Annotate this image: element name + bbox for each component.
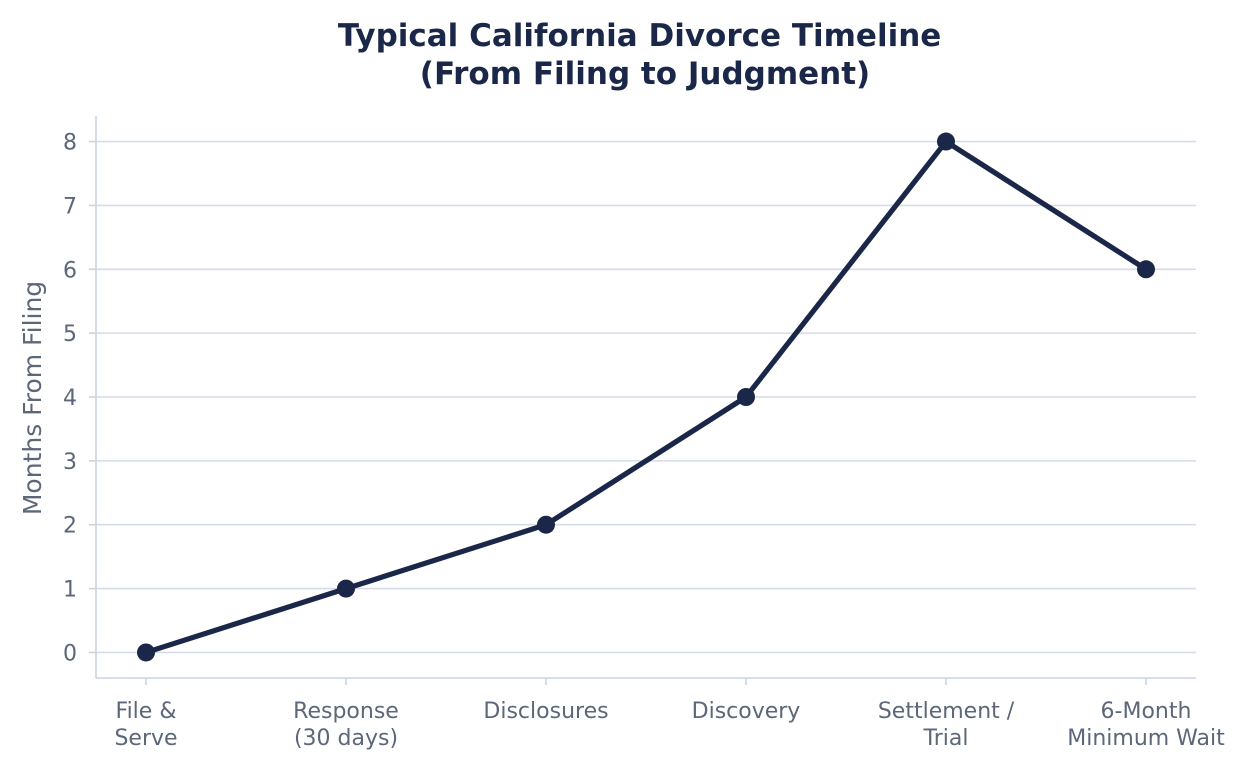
- x-tick-label-line: Disclosures: [483, 699, 608, 724]
- x-tick-label-line: (30 days): [294, 726, 398, 751]
- data-point: [1137, 260, 1155, 279]
- data-point: [137, 643, 155, 662]
- y-tick-label: 6: [63, 258, 77, 283]
- y-tick-label: 4: [63, 386, 77, 411]
- x-tick-label-line: Settlement /: [878, 699, 1015, 724]
- axes: [89, 116, 1196, 685]
- x-tick-label: File & Serve: [114, 699, 177, 751]
- grid-lines: [96, 140, 1196, 654]
- data-point: [537, 515, 555, 534]
- chart-title-line-1: Typical California Divorce Timeline: [338, 18, 941, 54]
- x-tick-label: Settlement / Trial: [878, 699, 1015, 751]
- y-tick-label: 1: [63, 578, 77, 603]
- series-line-layer: [143, 138, 1149, 656]
- x-tick-label-line: Response: [293, 699, 399, 724]
- chart-title-line-2: (From Filing to Judgment): [420, 56, 870, 92]
- x-tick-label-line: 6-Month: [1101, 699, 1192, 724]
- series-line: [143, 138, 1149, 656]
- x-tick-label-line: Trial: [923, 726, 969, 751]
- data-markers: [137, 132, 1155, 662]
- x-tick-label: 6-Month Minimum Wait: [1067, 699, 1225, 751]
- y-tick-label: 0: [63, 641, 77, 666]
- y-tick-label: 5: [63, 322, 77, 347]
- y-tick-label: 2: [63, 514, 77, 539]
- y-tick-label: 8: [63, 131, 77, 156]
- tick-labels: 0 1 2 3 4 5 6 7 8 File & Serve Response (30 days) Dis…: [63, 131, 1225, 751]
- x-tick-label-line: Minimum Wait: [1067, 726, 1225, 751]
- data-point: [937, 132, 955, 151]
- y-tick-label: 7: [63, 194, 77, 219]
- x-tick-label: Response (30 days): [293, 699, 399, 751]
- data-point: [737, 388, 755, 406]
- y-axis-label: Months From Filing: [18, 281, 47, 515]
- x-tick-label: Discovery: [692, 699, 801, 724]
- x-tick-label-line: File &: [116, 699, 177, 724]
- x-tick-label: Disclosures: [483, 699, 608, 724]
- y-tick-label: 3: [63, 450, 77, 475]
- data-point: [337, 579, 355, 598]
- chart-title: Typical California Divorce Timeline (Fro…: [338, 18, 952, 92]
- x-tick-label-line: Serve: [114, 726, 177, 751]
- x-tick-label-line: Discovery: [692, 699, 801, 724]
